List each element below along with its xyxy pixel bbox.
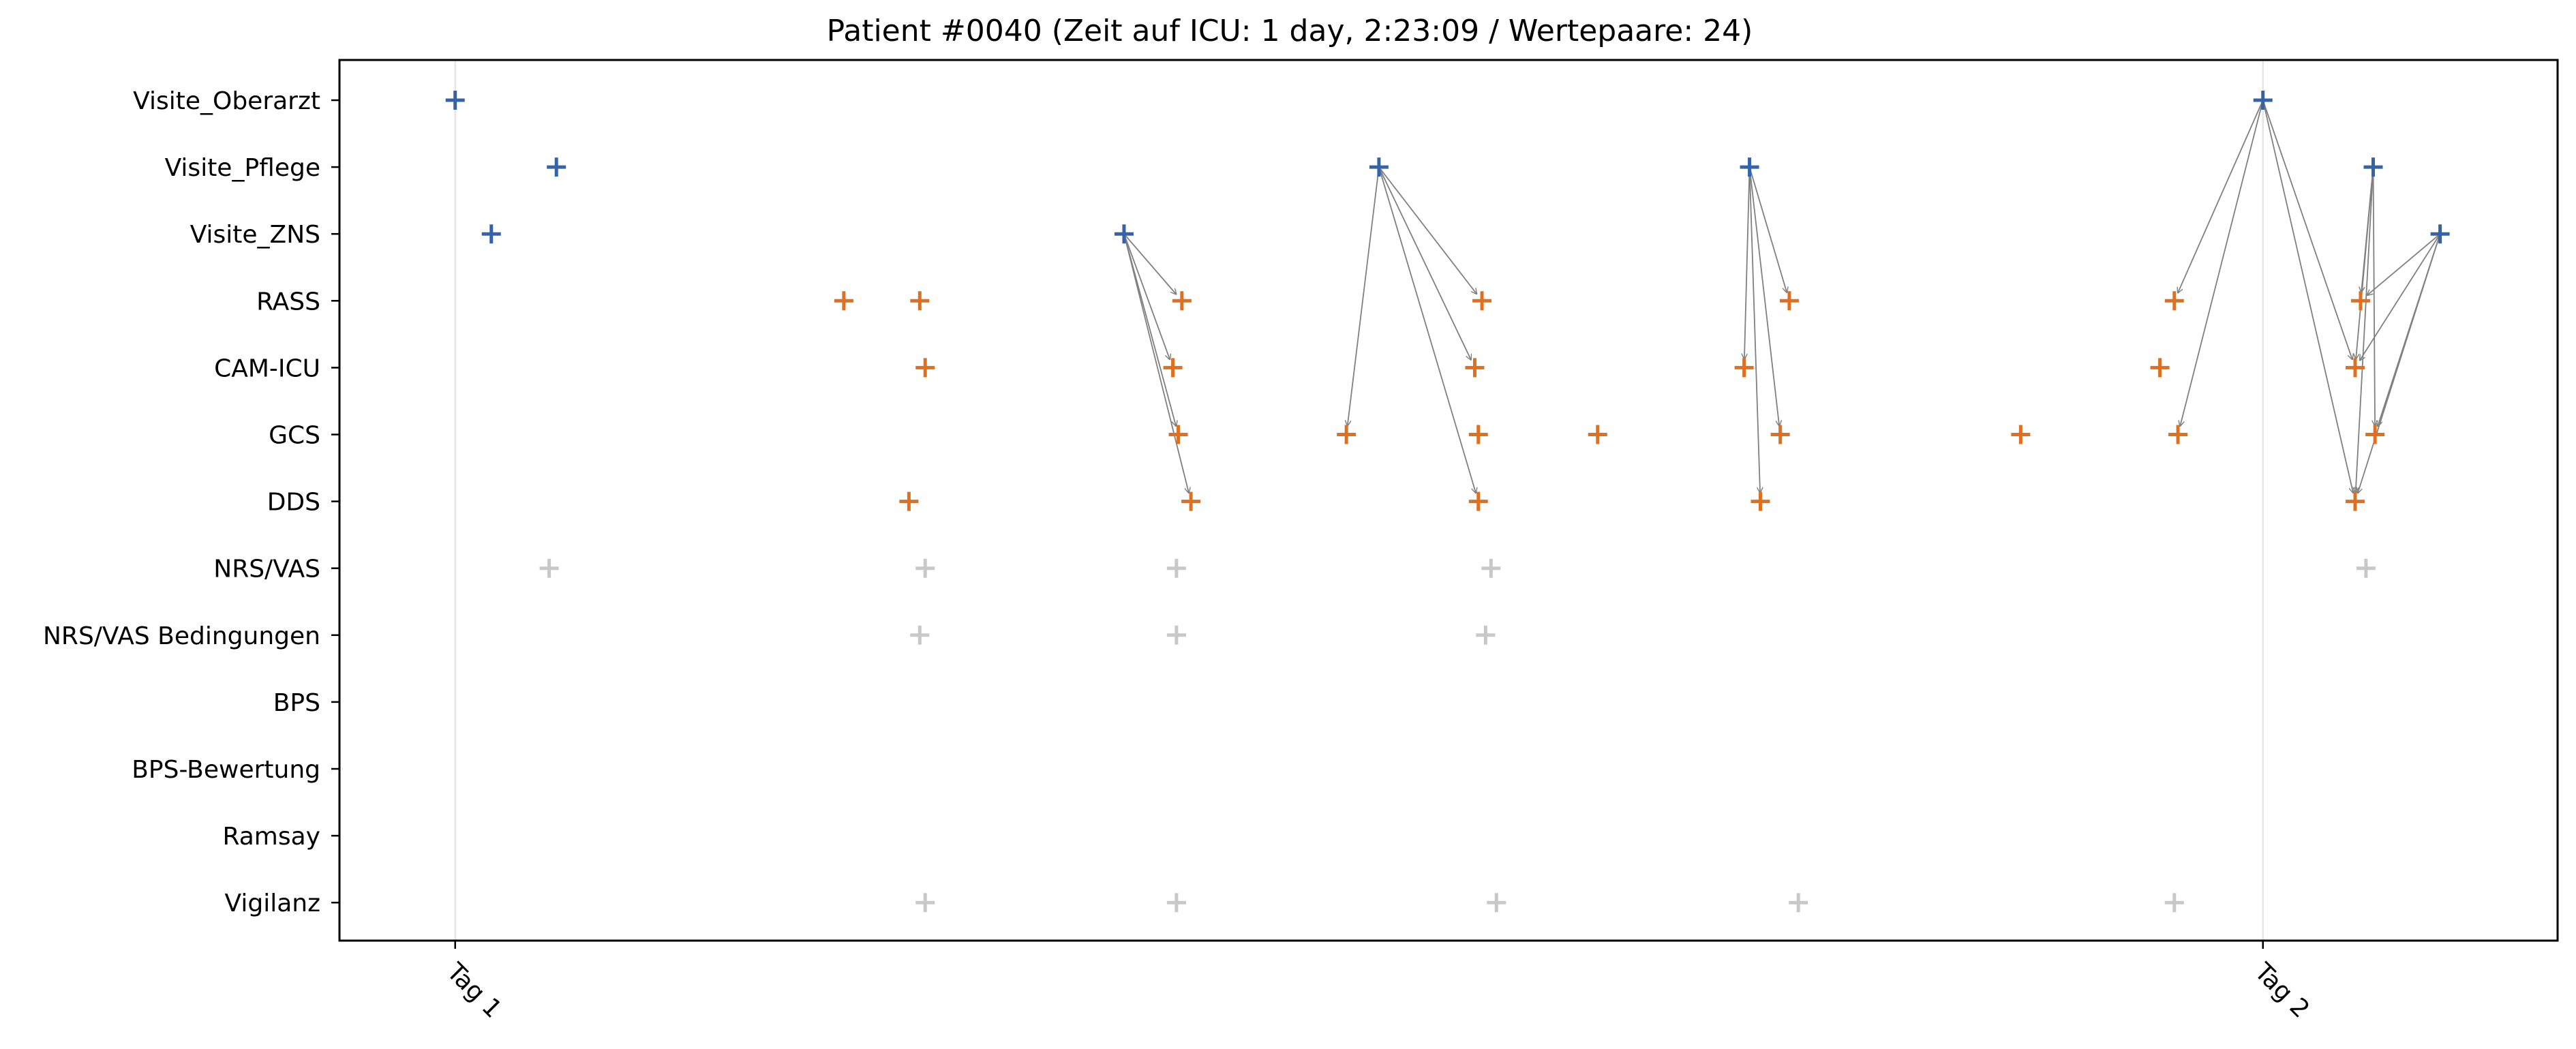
arrow [2374,170,2376,426]
arrow [2178,102,2262,294]
data-point [539,558,559,578]
arrow [2356,170,2374,359]
arrow [1125,235,1177,294]
data-point [899,491,919,511]
arrow [1348,169,1380,427]
data-point [834,291,853,311]
arrows [1124,102,2440,494]
data-point [2011,425,2031,444]
data-point [2430,224,2450,244]
arrow [2263,102,2352,360]
data-point [2363,157,2383,177]
data-point [1481,558,1501,578]
data-point [1740,157,1759,177]
data-point [2164,291,2184,311]
plot-area [339,60,2558,941]
arrow [1749,169,1779,427]
y-tick-label: NRS/VAS Bedingungen [43,622,320,650]
data-point [1168,425,1188,444]
data-point [2150,358,2170,378]
data-point [1468,491,1488,511]
data-point [1337,425,1357,444]
data-point [1487,893,1506,913]
chart-title: Patient #0040 (Zeit auf ICU: 1 day, 2:23… [827,14,1753,48]
data-point [547,157,566,177]
y-tick-label: RASS [256,288,320,316]
plot-frame [338,59,2559,942]
arrow [1124,236,1170,360]
data-point [2253,91,2273,110]
data-point [445,91,465,110]
data-point [1181,491,1201,511]
data-point [2168,425,2188,444]
data-point [1114,224,1134,244]
arrow [2358,236,2440,493]
data-point [1734,358,1754,378]
data-point [915,558,935,578]
data-point [910,625,930,645]
x-axis: Tag 1 Tag 2 [441,941,2315,1024]
arrow [1124,236,1176,427]
arrow [1744,170,1751,359]
y-tick-label: NRS/VAS [213,556,320,583]
y-tick-label: Visite_Pflege [165,154,320,182]
data-point [1166,893,1186,913]
y-tick-label: GCS [269,422,320,450]
data-point [1369,157,1389,177]
arrow [1749,169,1787,293]
data-point [2164,893,2184,913]
y-tick-label: DDS [267,489,320,517]
data-point [1166,625,1186,645]
arrow [2356,170,2374,493]
arrow [2180,102,2263,427]
data-point [2350,291,2370,311]
data-point [1163,358,1183,378]
grid [454,60,2264,941]
y-tick-label: Visite_Oberarzt [133,87,320,115]
data-point [1588,425,1607,444]
data-point [481,224,501,244]
data-point [1472,291,1492,311]
arrow [1748,170,1760,493]
arrow [1379,169,1476,493]
y-tick-label: Ramsay [223,823,320,851]
arrow [1124,236,1189,493]
x-tick-label: Tag 2 [2249,958,2315,1024]
data-point [2345,491,2365,511]
data-point [1468,425,1488,444]
y-axis: Visite_Oberarzt Visite_Pflege Visite_ZNS RA… [43,87,339,917]
data-point [910,291,930,311]
arrow [1380,168,1476,294]
y-tick-label: BPS [273,689,320,717]
y-tick-label: Visite_ZNS [190,221,320,249]
data-point [1779,291,1799,311]
points [445,91,2450,913]
arrow [2367,235,2439,296]
arrow [2359,236,2440,361]
y-tick-label: CAM-ICU [214,354,320,382]
arrow [2262,102,2354,493]
data-point [2356,558,2376,578]
data-point [2365,425,2385,444]
data-point [915,358,935,378]
data-point [1789,893,1808,913]
data-point [1751,491,1770,511]
y-tick-label: BPS-Bewertung [132,756,320,784]
data-point [1166,558,1186,578]
data-point [1770,425,1790,444]
data-point [1172,291,1192,311]
data-point [2345,358,2365,378]
y-tick-label: Vigilanz [225,890,320,917]
data-point [915,893,935,913]
data-point [1465,358,1485,378]
data-point [1476,625,1496,645]
arrow [1379,169,1472,361]
x-tick-label: Tag 1 [441,958,507,1024]
